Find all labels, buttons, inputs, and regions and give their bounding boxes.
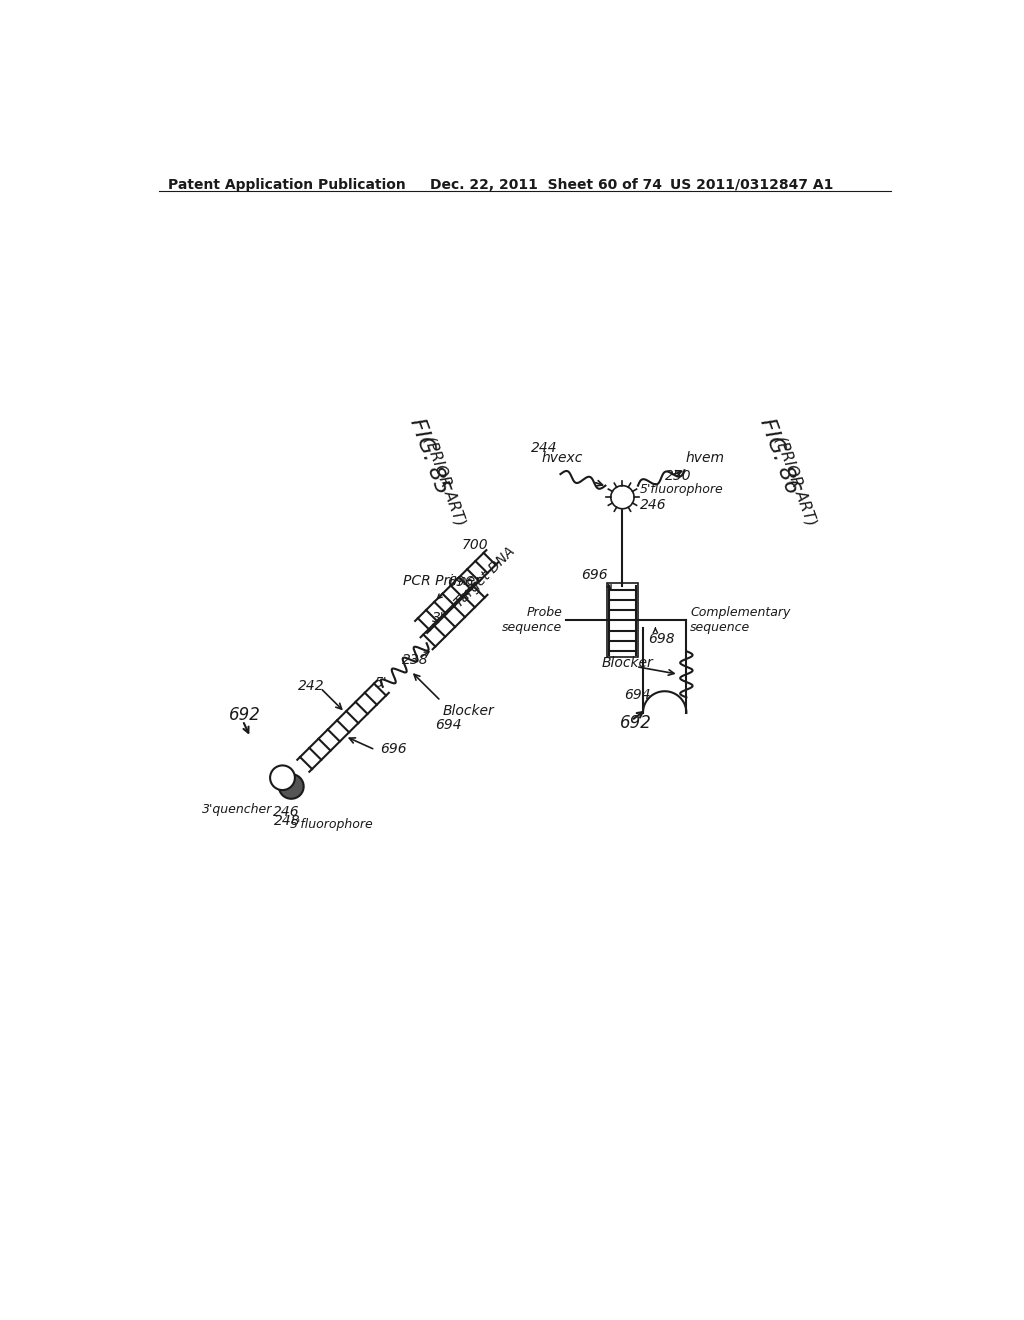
Text: US 2011/0312847 A1: US 2011/0312847 A1: [671, 178, 834, 191]
Text: hvexc: hvexc: [541, 451, 583, 465]
Text: 696: 696: [446, 576, 473, 590]
Text: FIG. 85: FIG. 85: [406, 416, 452, 498]
Text: 5'fluorophore: 5'fluorophore: [640, 483, 723, 496]
Bar: [606, 583, 638, 657]
Text: 5'fluorophore: 5'fluorophore: [290, 818, 374, 830]
Text: 5': 5': [375, 676, 388, 689]
Text: (PRIOR ART): (PRIOR ART): [773, 434, 819, 528]
Text: Blocker: Blocker: [442, 704, 495, 718]
Text: 246: 246: [273, 805, 300, 820]
Text: 700: 700: [462, 539, 488, 552]
Text: 250: 250: [665, 470, 691, 483]
Text: hvem: hvem: [686, 451, 725, 465]
Text: 692: 692: [228, 706, 261, 725]
Text: 238: 238: [402, 653, 429, 667]
Text: 696: 696: [380, 742, 407, 756]
Text: Probe
sequence: Probe sequence: [502, 606, 562, 635]
Text: PCR Primer: PCR Primer: [402, 574, 480, 587]
Text: 698: 698: [647, 632, 674, 645]
Circle shape: [270, 766, 295, 791]
Text: 246: 246: [640, 498, 667, 512]
Text: 694: 694: [434, 718, 461, 731]
Text: 3': 3': [432, 611, 444, 624]
Text: 3'quencher: 3'quencher: [202, 804, 272, 816]
Text: Dec. 22, 2011  Sheet 60 of 74: Dec. 22, 2011 Sheet 60 of 74: [430, 178, 663, 191]
Circle shape: [279, 774, 304, 799]
Text: 248: 248: [274, 814, 301, 828]
Text: (PRIOR ART): (PRIOR ART): [421, 434, 467, 528]
Text: Complementary
sequence: Complementary sequence: [690, 606, 791, 635]
Text: 696: 696: [581, 568, 607, 582]
Text: Target DNA: Target DNA: [453, 545, 518, 610]
Text: FIG. 86: FIG. 86: [756, 416, 802, 498]
Text: Blocker: Blocker: [601, 656, 653, 669]
Text: 244: 244: [531, 441, 558, 455]
Text: Patent Application Publication: Patent Application Publication: [168, 178, 407, 191]
Text: 692: 692: [620, 714, 651, 733]
Text: 242: 242: [298, 678, 325, 693]
Text: 694: 694: [625, 688, 651, 702]
